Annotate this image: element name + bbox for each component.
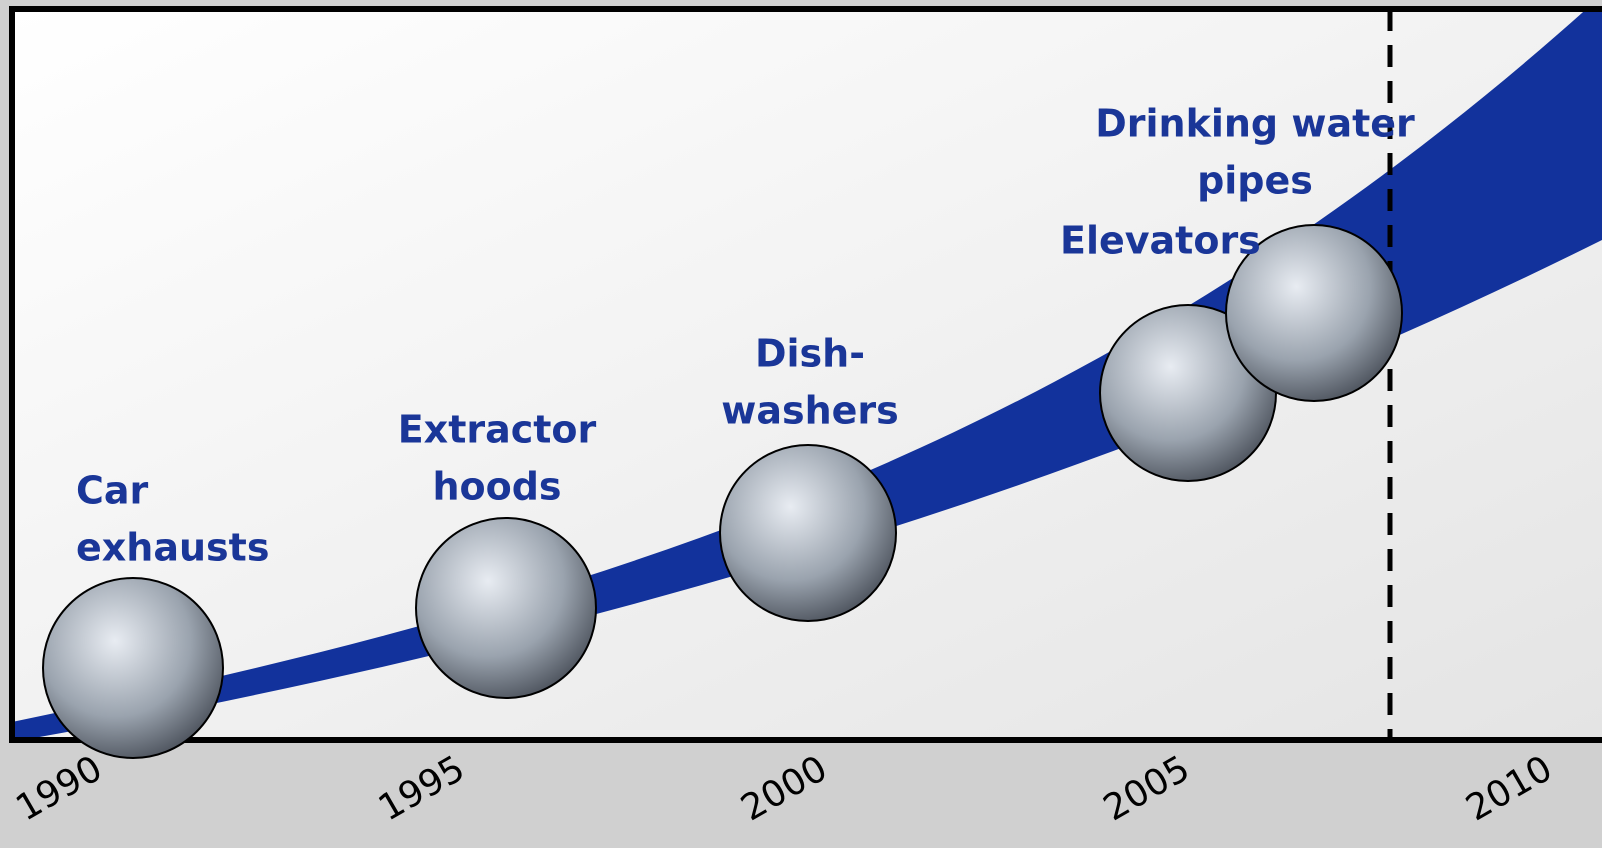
milestone-label: Dish-: [755, 332, 865, 376]
product-photo: [415, 517, 597, 699]
milestone-label: pipes: [1197, 159, 1313, 203]
milestone-label: exhausts: [76, 526, 269, 570]
milestone-label: washers: [721, 389, 899, 433]
milestone-label: Car: [76, 469, 149, 513]
frame: [9, 6, 1602, 740]
product-photo: [719, 444, 897, 622]
product-photo: [1225, 224, 1403, 402]
milestone-label: Extractor: [398, 408, 597, 452]
milestone-label: Drinking water: [1095, 102, 1415, 146]
milestone-label: hoods: [432, 465, 561, 509]
product-photo: [42, 577, 224, 759]
milestone-label: Elevators: [1060, 219, 1261, 263]
